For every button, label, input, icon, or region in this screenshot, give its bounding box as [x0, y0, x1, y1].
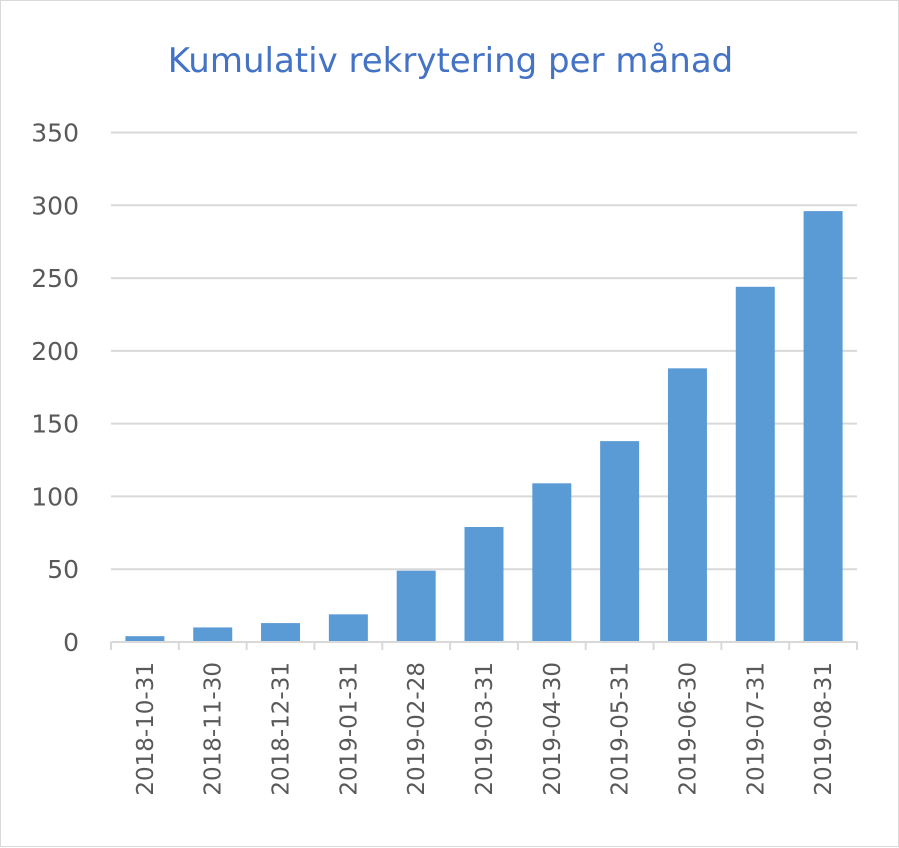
x-tick-label: 2019-06-30	[675, 662, 701, 796]
bar-2019-05-31	[600, 441, 640, 642]
bar-2019-06-30	[667, 368, 707, 642]
x-tick-label: 2019-08-31	[811, 662, 837, 796]
x-tick-label: 2019-01-31	[336, 662, 362, 796]
bar-2018-10-31	[125, 636, 165, 642]
bar-2019-01-31	[328, 614, 368, 642]
y-tick-label: 350	[31, 119, 79, 148]
y-tick-label: 50	[47, 555, 79, 584]
bar-2019-04-30	[532, 483, 572, 642]
y-tick-label: 300	[31, 191, 79, 220]
x-axis	[110, 641, 858, 650]
y-tick-label: 0	[63, 628, 79, 657]
bar-2019-03-31	[464, 526, 504, 642]
x-tick-label: 2019-07-31	[743, 662, 769, 796]
x-tick-label: 2019-02-28	[404, 662, 430, 796]
gridlines	[111, 131, 857, 571]
bar-2019-07-31	[735, 286, 775, 642]
y-tick-labels: 0 50 100 150 200 250 300 350	[31, 119, 79, 658]
bars	[125, 211, 843, 642]
x-tick-label: 2019-04-30	[540, 662, 566, 796]
x-tick-label: 2019-05-31	[608, 662, 634, 796]
bar-2019-08-31	[803, 211, 843, 642]
y-tick-label: 250	[31, 264, 79, 293]
y-tick-label: 150	[31, 410, 79, 439]
x-tick-labels: 2018-10-31 2018-11-30 2018-12-31 2019-01-31…	[133, 662, 837, 796]
bar-2019-02-28	[396, 570, 436, 642]
bar-2018-12-31	[261, 623, 301, 642]
bar-2018-11-30	[193, 627, 233, 642]
x-tick-label: 2019-03-31	[472, 662, 498, 796]
x-tick-label: 2018-11-30	[201, 662, 227, 796]
chart-title: Kumulativ rekrytering per månad	[167, 41, 734, 81]
x-tick-label: 2018-12-31	[269, 662, 295, 796]
y-tick-label: 200	[31, 337, 79, 366]
y-tick-label: 100	[31, 482, 79, 511]
x-tick-label: 2018-10-31	[133, 662, 159, 796]
